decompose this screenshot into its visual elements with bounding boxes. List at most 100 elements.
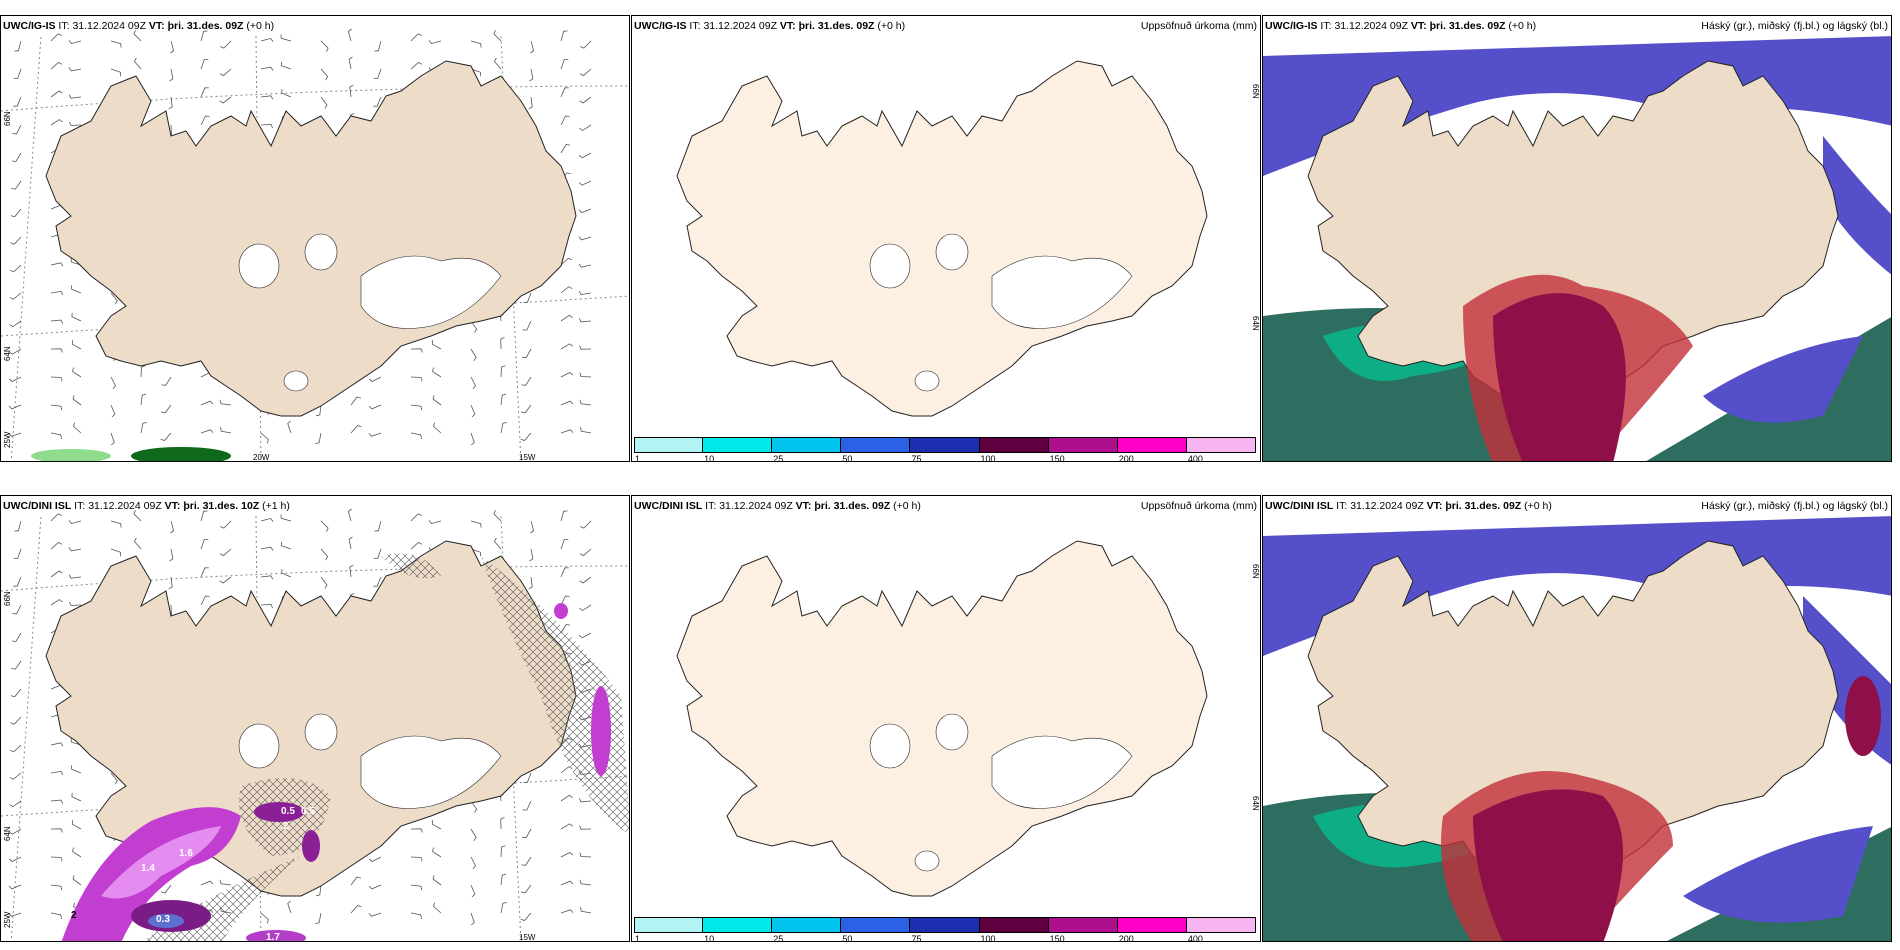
model-name: UWC/DINI ISL (634, 500, 703, 512)
map-precip-ig (676, 60, 1208, 417)
lat-label-64: 64N (1251, 796, 1260, 811)
init-time: 31.12.2024 09Z (1334, 20, 1408, 32)
colorbar-tick-label: 100 (980, 934, 996, 942)
colorbar-segment (772, 917, 842, 933)
model-name: UWC/DINI ISL (1265, 500, 1334, 512)
lead-time: (+0 h) (877, 20, 906, 32)
colorbar-tick-label: 200 (1118, 934, 1134, 942)
model-name: UWC/IG-IS (634, 20, 687, 32)
colorbar-segment (1117, 917, 1187, 933)
colorbar-tick-label: 25 (773, 454, 784, 462)
it-label: IT: (689, 20, 701, 32)
panel-header: UWC/DINI ISL IT: 31.12.2024 09Z VT: þri.… (1265, 500, 1552, 512)
valid-time: þri. 31.des. 09Z (814, 500, 891, 512)
map-cloud-ig (1263, 36, 1891, 461)
colorbar-segment (703, 437, 773, 453)
panel-title: Háský (gr.), miðský (fj.bl.) og lágský (… (1701, 500, 1888, 512)
it-label: IT: (1336, 500, 1348, 512)
it-label: IT: (1320, 20, 1332, 32)
precip-shading (61, 603, 611, 941)
panel-cloud-dini: UWC/DINI ISL IT: 31.12.2024 09Z VT: þri.… (1262, 495, 1892, 942)
glaciers (869, 713, 1133, 872)
colorbar-segment (979, 917, 1049, 933)
valid-time: þri. 31.des. 09Z (798, 20, 875, 32)
colorbar-segment (772, 437, 842, 453)
colorbar-segment (1186, 917, 1256, 933)
it-label: IT: (58, 20, 70, 32)
glaciers (238, 233, 502, 392)
colorbar-segment (634, 437, 704, 453)
contour-value: 0.5 (301, 806, 315, 817)
colorbar-tick-label: 10 (704, 934, 715, 942)
init-time: 31.12.2024 09Z (72, 20, 146, 32)
lead-time: (+1 h) (262, 500, 290, 512)
panel-header: UWC/DINI ISL IT: 31.12.2024 09Z VT: þri.… (3, 500, 290, 512)
contour-value: 1.4 (141, 863, 155, 874)
panel-precip-dini: UWC/DINI ISL IT: 31.12.2024 09Z VT: þri.… (631, 495, 1261, 942)
panel-header: UWC/IG-IS IT: 31.12.2024 09Z VT: þri. 31… (634, 20, 905, 32)
iceland-land (1307, 540, 1839, 897)
contour-value: 0.3 (156, 914, 170, 925)
lat-label-64: 64N (3, 826, 12, 841)
colorbar-tick-label: 1 (635, 454, 641, 462)
lon-label-25: 25W (3, 431, 12, 448)
lon-label-15: 15W (519, 453, 536, 462)
contour-value: 0.5 (281, 806, 295, 817)
vt-label: VT: (1410, 20, 1427, 32)
colorbar-segment (1186, 437, 1256, 453)
lon-label-15: 15W (519, 933, 536, 942)
model-name: UWC/DINI ISL (3, 500, 72, 512)
lat-label-64: 64N (3, 346, 12, 361)
mid-cloud-area (1441, 676, 1881, 941)
contour-value: 1.6 (179, 848, 193, 859)
lat-label-66: 66N (1251, 564, 1260, 579)
contour-value: 1.7 (266, 932, 280, 942)
vt-label: VT: (164, 500, 181, 512)
colorbar-tick-label: 1 (635, 934, 641, 942)
contour-value: 2 (283, 821, 289, 832)
map-precip-dini (676, 540, 1208, 897)
precip-patches (31, 447, 231, 461)
colorbar-segment (1048, 917, 1118, 933)
glaciers (869, 233, 1133, 392)
lat-label-64: 64N (1251, 316, 1260, 331)
colorbar-tick-label: 75 (911, 454, 922, 462)
map-wind-ig (1, 28, 629, 461)
panel-precip-ig: UWC/IG-IS IT: 31.12.2024 09Z VT: þri. 31… (631, 15, 1261, 462)
colorbar-segment (841, 917, 911, 933)
init-time: 31.12.2024 09Z (1350, 500, 1424, 512)
it-label: IT: (705, 500, 717, 512)
lead-time: (+0 h) (893, 500, 921, 512)
lon-label-20: 20W (253, 453, 270, 462)
colorbar-tick-label: 25 (773, 934, 784, 942)
colorbar-segment (1117, 437, 1187, 453)
colorbar-tick-label: 150 (1049, 934, 1065, 942)
colorbar-tick-label: 200 (1118, 454, 1134, 462)
init-time: 31.12.2024 09Z (703, 20, 777, 32)
colorbar-tick-label: 400 (1187, 934, 1203, 942)
panel-header: UWC/DINI ISL IT: 31.12.2024 09Z VT: þri.… (634, 500, 921, 512)
colorbar-tick-label: 150 (1049, 454, 1065, 462)
lat-label-66: 66N (3, 591, 12, 606)
colorbar-segment (703, 917, 773, 933)
valid-time: þri. 31.des. 10Z (183, 500, 260, 512)
colorbar-segment (1048, 437, 1118, 453)
mid-cloud-area (1463, 274, 1693, 461)
panel-title: Uppsöfnuð úrkoma (mm) (1140, 500, 1257, 512)
lat-label-66: 66N (1251, 84, 1260, 99)
panel-wind-ig: UWC/IG-IS IT: 31.12.2024 09Z VT: þri. 31… (0, 15, 630, 462)
lat-label-66: 66N (3, 111, 12, 126)
valid-time: þri. 31.des. 09Z (167, 20, 244, 32)
map-wind-dini (1, 508, 629, 941)
init-time: 31.12.2024 09Z (719, 500, 793, 512)
colorbar-tick-label: 75 (911, 934, 922, 942)
colorbar-tick-label: 100 (980, 454, 996, 462)
vt-label: VT: (795, 500, 812, 512)
colorbar-segment (910, 917, 980, 933)
colorbar-tick-label: 400 (1187, 454, 1203, 462)
precip-colorbar: 1 10 25 50 75 100 150 200 400 (634, 917, 1256, 941)
vt-label: VT: (1426, 500, 1443, 512)
iceland-land (1307, 60, 1839, 417)
colorbar-tick-label: 10 (704, 454, 715, 462)
vt-label: VT: (779, 20, 796, 32)
